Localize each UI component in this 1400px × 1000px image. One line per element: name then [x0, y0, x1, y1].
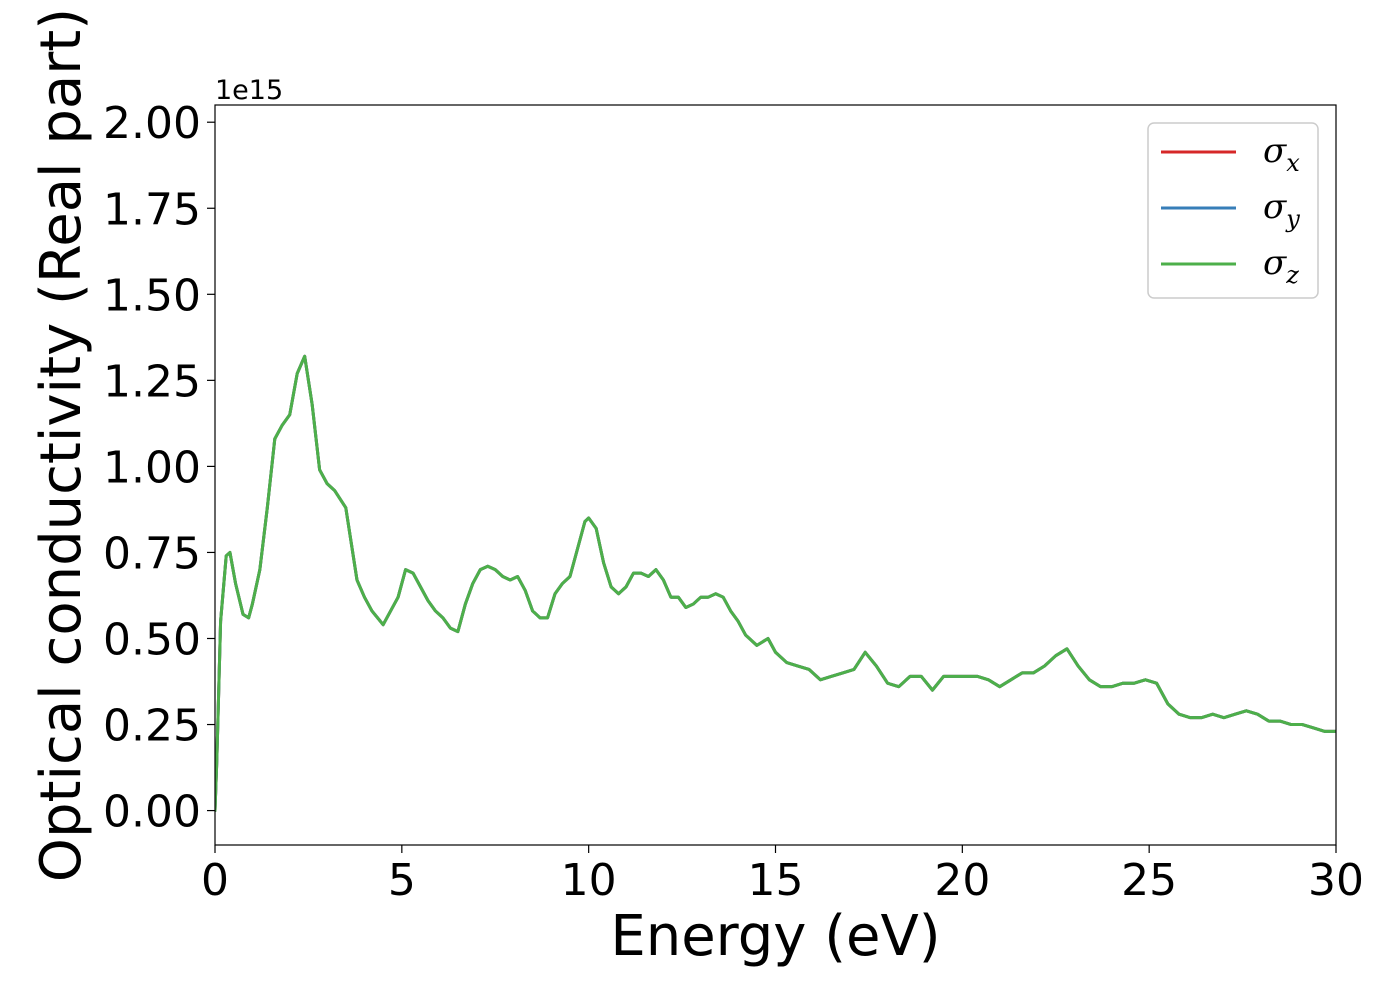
- y-tick-label: 2.00: [103, 98, 201, 149]
- y-offset-label: 1e15: [215, 75, 283, 106]
- x-tick-label: 25: [1121, 855, 1177, 906]
- y-tick-label: 1.75: [103, 184, 201, 235]
- x-axis: 0 5 10 15 20 25 30: [201, 845, 1364, 906]
- legend-frame: [1147, 122, 1319, 299]
- series-layer: [215, 354, 1336, 813]
- x-tick-label: 5: [388, 855, 416, 906]
- y-tick-label: 1.25: [103, 356, 201, 407]
- x-tick-label: 10: [561, 855, 617, 906]
- series-line-σy: [215, 354, 1336, 813]
- y-tick-label: 1.00: [103, 442, 201, 493]
- y-axis-title: Optical conductivity (Real part): [29, 8, 94, 882]
- x-tick-label: 15: [748, 855, 804, 906]
- x-tick-label: 0: [201, 855, 229, 906]
- y-axis: 0.00 0.25 0.50 0.75 1.00 1.25 1.50 1.75 2.00: [103, 98, 215, 838]
- x-axis-title: Energy (eV): [610, 904, 940, 969]
- x-tick-label: 30: [1308, 855, 1364, 906]
- series-line-σx: [215, 354, 1336, 813]
- series-line-σz: [215, 354, 1336, 813]
- y-tick-label: 0.50: [103, 614, 201, 665]
- y-tick-label: 0.25: [103, 701, 201, 752]
- x-tick-label: 20: [934, 855, 990, 906]
- y-tick-label: 1.50: [103, 270, 201, 321]
- y-tick-label: 0.00: [103, 787, 201, 838]
- y-tick-label: 0.75: [103, 528, 201, 579]
